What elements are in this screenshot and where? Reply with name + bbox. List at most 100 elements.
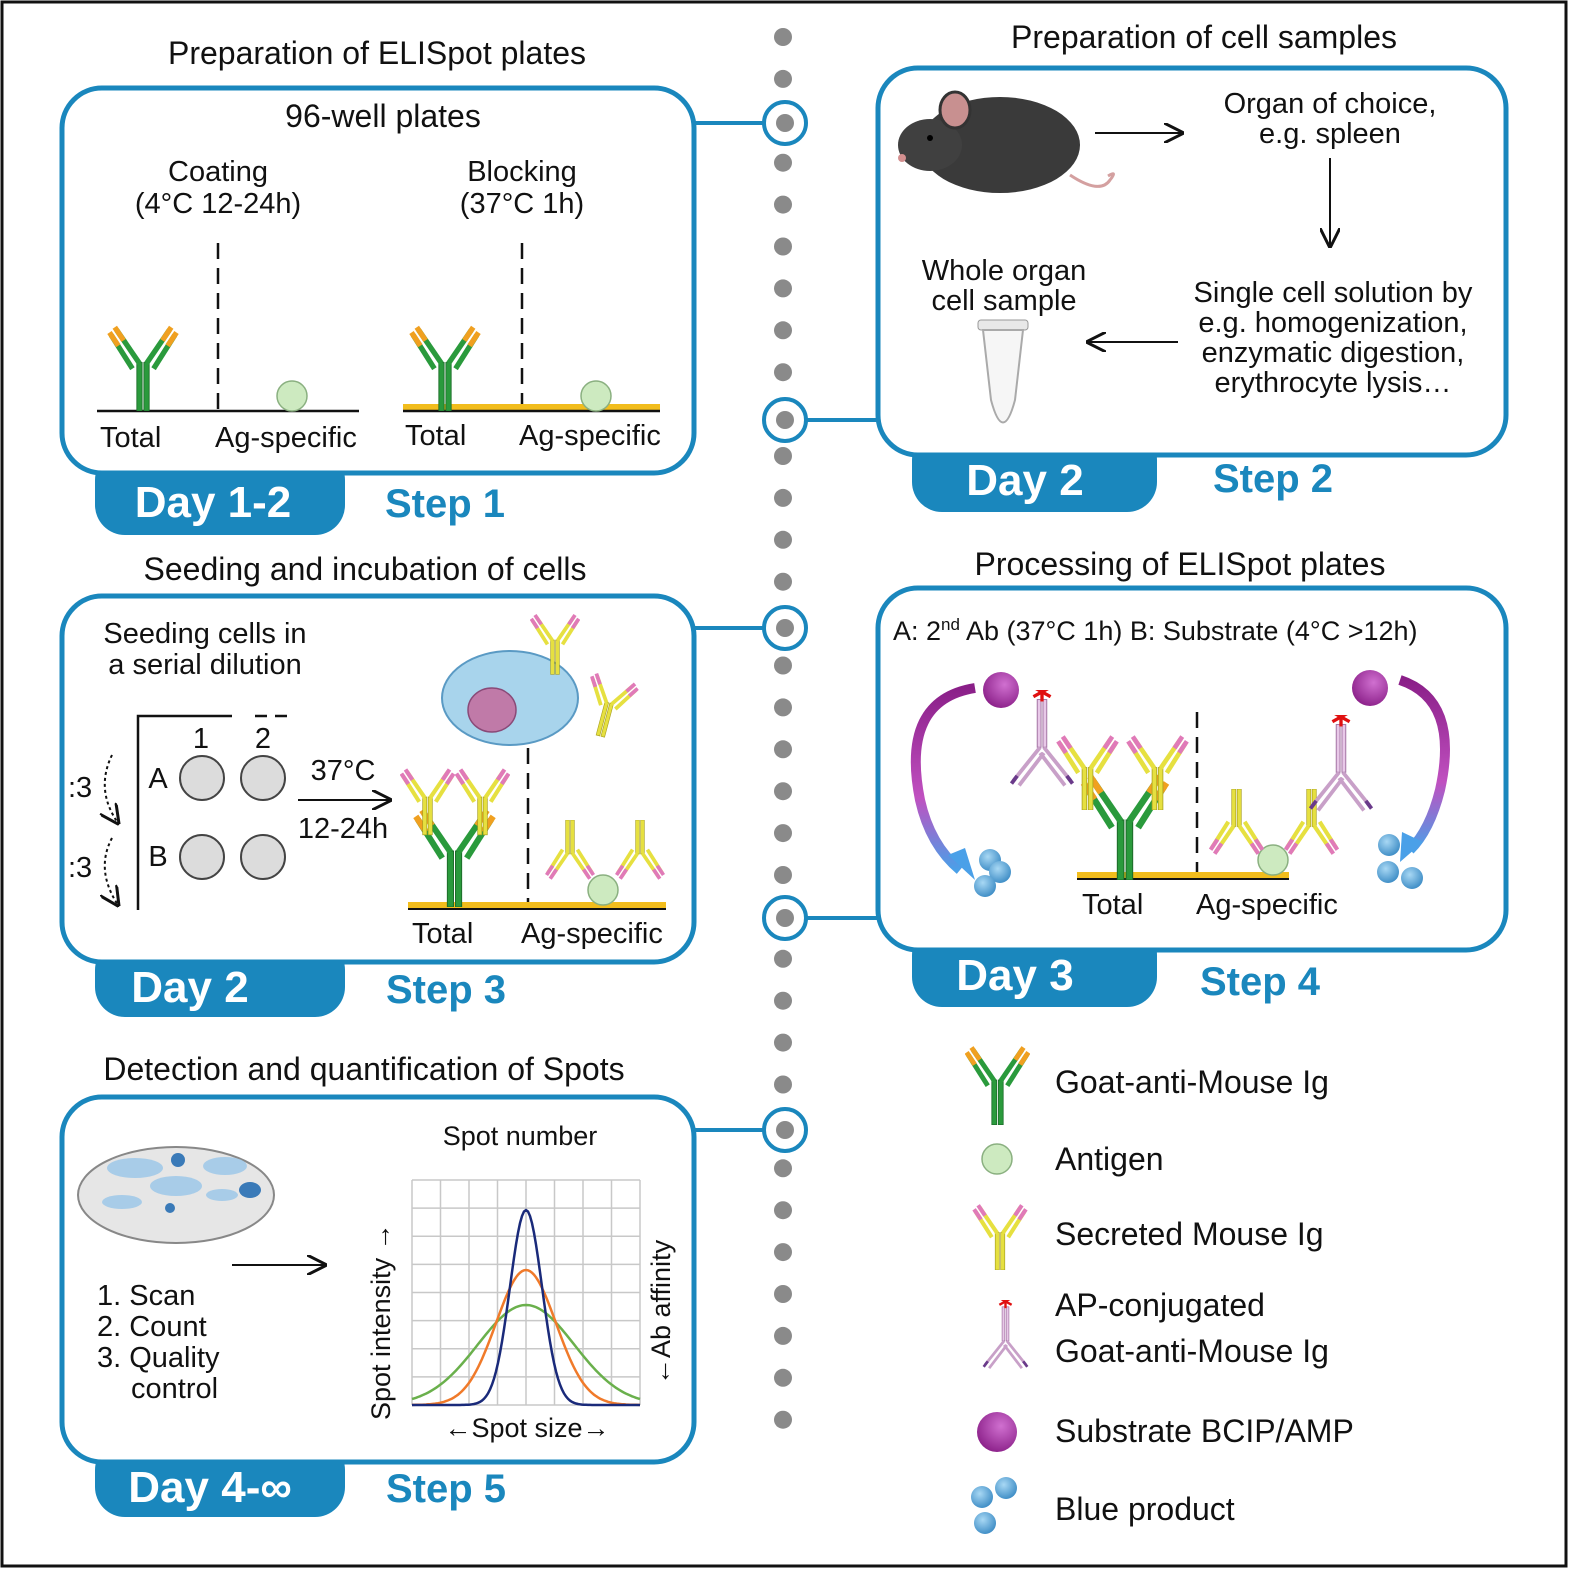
substrate-icon — [1352, 670, 1388, 706]
blocking-conditions: (37°C 1h) — [460, 188, 584, 220]
step-list-item: 3. Quality — [97, 1342, 220, 1374]
antigen-icon — [580, 380, 612, 412]
plate-dish-icon — [77, 1146, 275, 1244]
antigen-icon — [276, 380, 308, 412]
timeline-dot — [776, 114, 794, 132]
timeline-dotted-line — [762, 28, 808, 1429]
substrate-icon — [977, 1412, 1017, 1452]
timeline-dot — [774, 447, 792, 465]
legend-label: Goat-anti-Mouse Ig — [1055, 1333, 1329, 1369]
affinity-label: ←Ab affinity — [646, 1239, 676, 1385]
timeline-dot — [774, 698, 792, 717]
temperature-label: 37°C — [311, 755, 376, 787]
timeline-dot — [774, 69, 792, 88]
timeline-dot — [774, 824, 792, 843]
timeline-dot — [776, 1121, 794, 1139]
well-icon — [179, 834, 225, 880]
timeline-dot — [774, 572, 792, 591]
well-icon — [179, 755, 225, 801]
seeding-text: Seeding cells in — [103, 618, 306, 650]
timeline-dot — [776, 411, 794, 429]
antigen-icon — [1257, 844, 1289, 876]
step-label: Step 4 — [1200, 960, 1321, 1004]
dilution-label: :3 — [68, 772, 92, 804]
timeline-dot — [774, 1033, 792, 1052]
organ-text: e.g. spleen — [1259, 118, 1401, 150]
timeline-dot — [774, 153, 792, 172]
timeline-dot — [774, 656, 792, 675]
timeline-dot — [774, 1201, 792, 1220]
time-label: 12-24h — [298, 813, 388, 845]
step3-title: Seeding and incubation of cells — [144, 551, 587, 587]
timeline-dot — [774, 321, 792, 340]
legend-label: Substrate BCIP/AMP — [1055, 1413, 1354, 1449]
day-label: Day 3 — [956, 951, 1073, 1000]
plate-heading: 96-well plates — [285, 98, 481, 134]
day-label: Day 2 — [131, 963, 248, 1012]
step1-title: Preparation of ELISpot plates — [168, 35, 586, 71]
blocking-label: Blocking — [467, 156, 577, 188]
row-label: A — [148, 763, 168, 795]
substrate-icon — [983, 672, 1019, 708]
day-label: Day 2 — [966, 456, 1083, 505]
tube-icon — [977, 319, 1029, 424]
ag-specific-label: Ag-specific — [519, 420, 661, 452]
timeline-dot — [774, 195, 792, 214]
antigen-icon — [981, 1143, 1013, 1175]
timeline-dot — [774, 1159, 792, 1178]
timeline-dot — [774, 237, 792, 256]
step-label: Step 3 — [386, 968, 506, 1012]
timeline-dot — [774, 991, 792, 1010]
timeline-dot — [774, 782, 792, 801]
y-axis-label: Spot intensity → — [366, 1223, 396, 1420]
legend-label: Antigen — [1055, 1141, 1164, 1177]
whole-organ-text: Whole organ — [922, 255, 1086, 287]
b-cell-icon — [441, 650, 579, 746]
timeline-dot — [774, 866, 792, 884]
timeline-dot — [774, 28, 792, 46]
timeline-dot — [774, 1075, 792, 1094]
step3-panel: Seeding and incubation of cells Day 2 St… — [59, 551, 765, 1017]
spot-number-label: Spot number — [443, 1121, 598, 1151]
step1-panel: Preparation of ELISpot plates Day 1-2 St… — [59, 35, 765, 535]
distribution-curve — [412, 1208, 640, 1407]
single-cell-text: enzymatic digestion, — [1202, 337, 1465, 369]
total-label: Total — [405, 420, 466, 452]
ag-specific-label: Ag-specific — [215, 422, 357, 454]
ag-specific-label: Ag-specific — [521, 918, 663, 950]
coating-conditions: (4°C 12-24h) — [135, 188, 301, 220]
whole-organ-text: cell sample — [931, 285, 1076, 317]
timeline-dot — [774, 530, 792, 549]
timeline-dot — [774, 279, 792, 298]
timeline-dot — [774, 1410, 792, 1429]
distribution-curve — [411, 1303, 641, 1401]
step5-panel: Detection and quantification of Spots Da… — [59, 1051, 765, 1517]
mouse-icon — [898, 90, 1115, 193]
total-label: Total — [100, 422, 161, 454]
total-label: Total — [1082, 889, 1143, 921]
blue-product-icon — [971, 1477, 1017, 1534]
legend-label: Secreted Mouse Ig — [1055, 1216, 1324, 1252]
single-cell-text: Single cell solution by — [1194, 277, 1473, 309]
ag-specific-label: Ag-specific — [1196, 889, 1338, 921]
single-cell-text: erythrocyte lysis… — [1215, 367, 1452, 399]
step-list-item: 2. Count — [97, 1311, 207, 1343]
organ-text: Organ of choice, — [1224, 88, 1437, 120]
day-label: Day 4-∞ — [128, 1463, 291, 1512]
timeline-dot — [774, 1243, 792, 1262]
step4-panel: Processing of ELISpot plates Day 3 Step … — [805, 546, 1509, 1007]
blue-product-icon — [974, 849, 1011, 897]
day-label: Day 1-2 — [135, 478, 292, 527]
legend-label: AP-conjugated — [1055, 1287, 1265, 1323]
timeline-dot — [774, 1368, 792, 1387]
timeline-dot — [774, 1285, 792, 1303]
antigen-icon — [587, 874, 619, 906]
total-label: Total — [412, 918, 473, 950]
timeline-dot — [774, 363, 792, 382]
step-label: Step 5 — [386, 1467, 506, 1511]
dilution-label: :3 — [68, 852, 92, 884]
timeline-dot — [774, 488, 792, 507]
step2-title: Preparation of cell samples — [1011, 19, 1397, 55]
timeline-dot — [774, 1326, 792, 1345]
